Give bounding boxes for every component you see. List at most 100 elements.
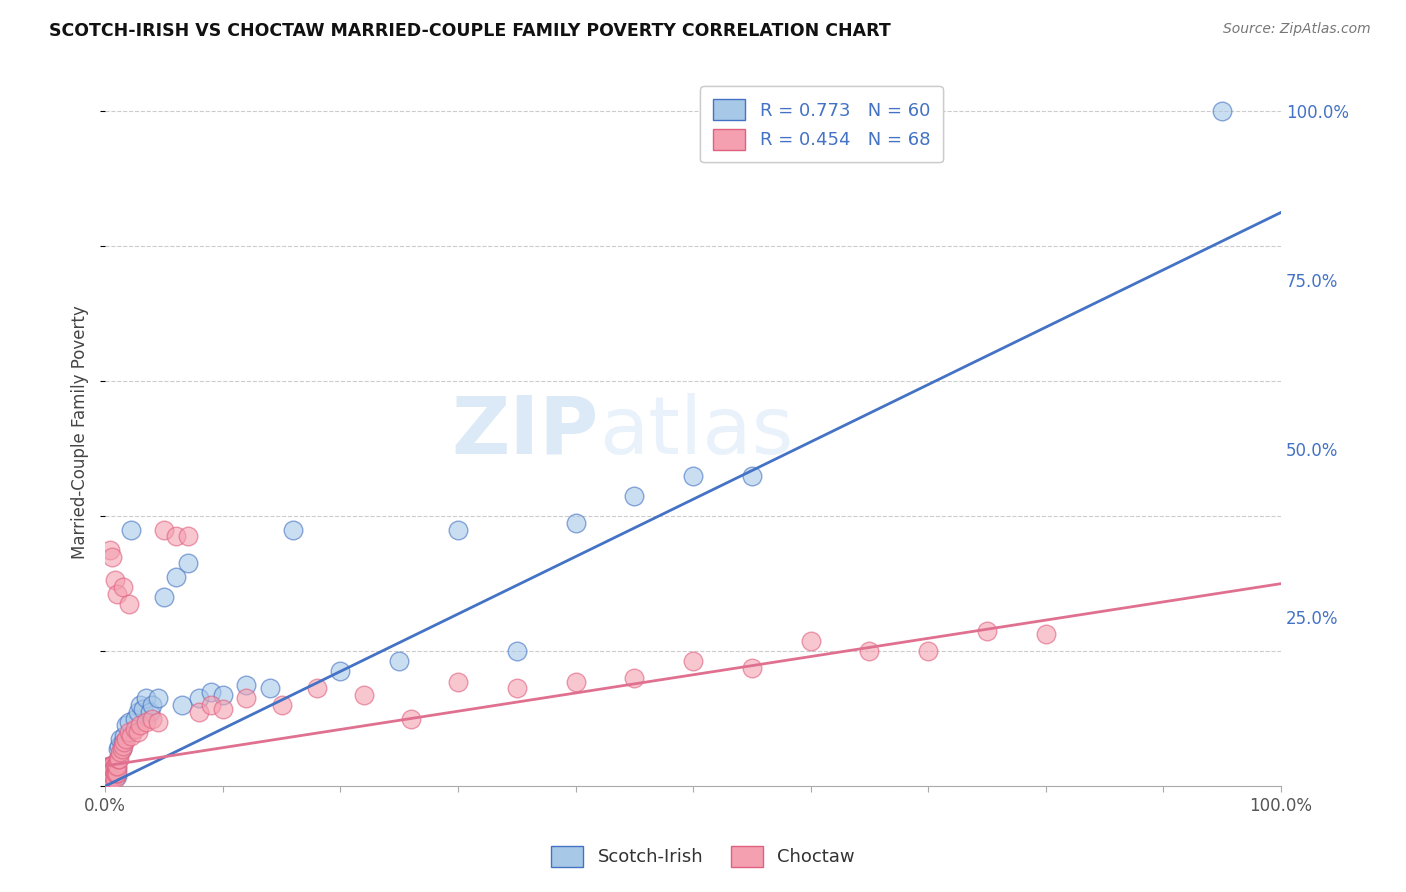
Point: [129, 698, 152, 713]
Point: [124, 712, 146, 726]
Point: [176, 529, 198, 543]
Point: [115, 718, 138, 732]
Point: [741, 661, 763, 675]
Point: [103, 759, 125, 773]
Point: [118, 725, 141, 739]
Point: [741, 468, 763, 483]
Point: [111, 742, 134, 756]
Point: [107, 742, 129, 756]
Point: [682, 468, 704, 483]
Point: [153, 523, 176, 537]
Point: [101, 549, 124, 564]
Point: [104, 765, 127, 780]
Point: [235, 678, 257, 692]
Point: [447, 674, 470, 689]
Point: [211, 688, 233, 702]
Point: [104, 769, 127, 783]
Point: [101, 759, 124, 773]
Y-axis label: Married-Couple Family Poverty: Married-Couple Family Poverty: [72, 305, 89, 558]
Point: [170, 698, 193, 713]
Point: [564, 516, 586, 530]
Point: [98, 772, 121, 787]
Point: [104, 769, 127, 783]
Point: [97, 765, 120, 780]
Point: [135, 691, 157, 706]
Point: [98, 772, 121, 787]
Point: [97, 769, 120, 783]
Point: [165, 529, 187, 543]
Point: [329, 665, 352, 679]
Point: [623, 671, 645, 685]
Point: [146, 691, 169, 706]
Text: Source: ZipAtlas.com: Source: ZipAtlas.com: [1223, 22, 1371, 37]
Point: [101, 772, 124, 787]
Point: [98, 765, 121, 780]
Point: [211, 701, 233, 715]
Point: [107, 752, 129, 766]
Point: [103, 769, 125, 783]
Point: [259, 681, 281, 696]
Point: [111, 739, 134, 753]
Point: [399, 712, 422, 726]
Point: [100, 772, 122, 787]
Point: [129, 718, 152, 732]
Point: [107, 752, 129, 766]
Point: [101, 765, 124, 780]
Point: [96, 772, 118, 787]
Point: [141, 712, 163, 726]
Point: [1035, 627, 1057, 641]
Text: ZIP: ZIP: [451, 392, 599, 471]
Point: [120, 523, 142, 537]
Point: [917, 644, 939, 658]
Point: [105, 587, 128, 601]
Point: [176, 557, 198, 571]
Text: atlas: atlas: [599, 392, 793, 471]
Point: [104, 762, 127, 776]
Point: [235, 691, 257, 706]
Point: [108, 752, 131, 766]
Point: [101, 762, 124, 776]
Point: [105, 765, 128, 780]
Point: [100, 765, 122, 780]
Point: [200, 698, 222, 713]
Point: [976, 624, 998, 638]
Point: [118, 714, 141, 729]
Point: [188, 705, 211, 719]
Point: [100, 772, 122, 787]
Point: [98, 542, 121, 557]
Point: [447, 523, 470, 537]
Point: [270, 698, 292, 713]
Point: [112, 729, 135, 743]
Point: [97, 765, 120, 780]
Point: [623, 489, 645, 503]
Point: [98, 759, 121, 773]
Point: [100, 759, 122, 773]
Point: [139, 705, 162, 719]
Point: [104, 772, 127, 787]
Point: [283, 523, 305, 537]
Point: [165, 570, 187, 584]
Point: [104, 759, 127, 773]
Point: [146, 714, 169, 729]
Point: [96, 776, 118, 790]
Point: [100, 765, 122, 780]
Point: [112, 735, 135, 749]
Point: [97, 765, 120, 780]
Point: [103, 772, 125, 787]
Legend: Scotch-Irish, Choctaw: Scotch-Irish, Choctaw: [544, 838, 862, 874]
Point: [105, 759, 128, 773]
Point: [105, 769, 128, 783]
Point: [682, 654, 704, 668]
Point: [127, 705, 149, 719]
Legend: R = 0.773   N = 60, R = 0.454   N = 68: R = 0.773 N = 60, R = 0.454 N = 68: [700, 87, 942, 162]
Point: [104, 762, 127, 776]
Point: [200, 684, 222, 698]
Point: [104, 765, 127, 780]
Point: [506, 644, 529, 658]
Point: [104, 759, 127, 773]
Point: [108, 739, 131, 753]
Point: [388, 654, 411, 668]
Point: [153, 590, 176, 604]
Point: [858, 644, 880, 658]
Point: [305, 681, 328, 696]
